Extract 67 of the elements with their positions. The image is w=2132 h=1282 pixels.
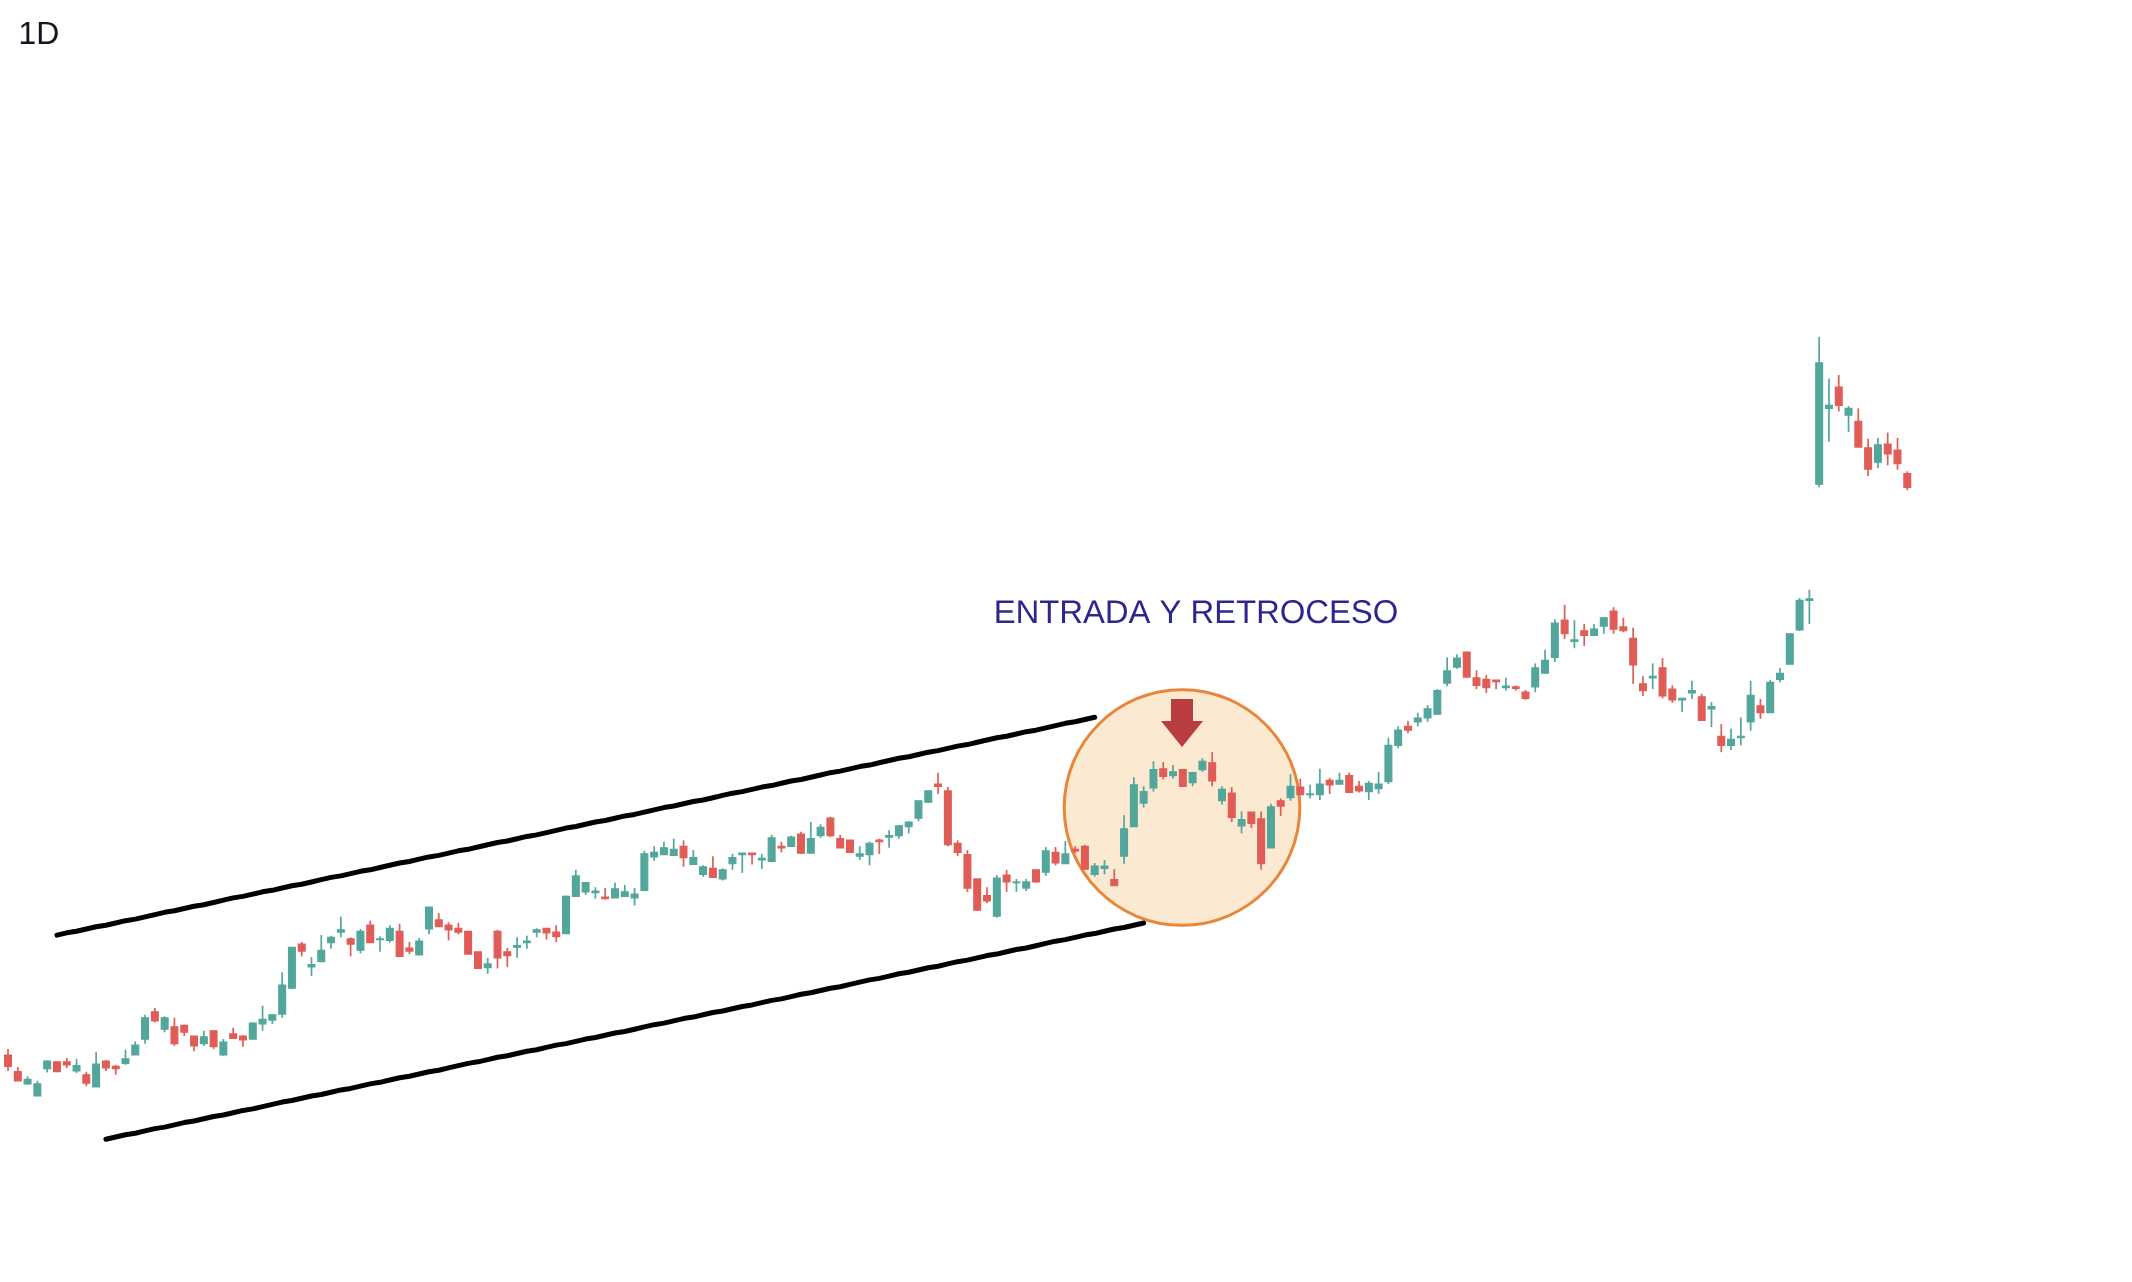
candlestick (806, 821, 815, 854)
candlestick (366, 919, 375, 944)
candlestick (1756, 698, 1765, 720)
candlestick (738, 852, 747, 874)
candlestick (1707, 701, 1716, 728)
candlestick (708, 855, 717, 879)
candlestick (934, 771, 943, 795)
candlestick (1844, 405, 1853, 433)
candlestick (376, 935, 385, 953)
candlestick (1531, 662, 1540, 694)
candlestick (336, 916, 345, 939)
candlestick (1873, 437, 1882, 470)
candlestick (1501, 676, 1510, 692)
candlestick (346, 936, 355, 958)
candlestick (1727, 727, 1736, 751)
candlestick (1560, 604, 1569, 640)
candlestick (1364, 780, 1373, 801)
candlestick (571, 868, 580, 898)
candlestick (1717, 723, 1726, 754)
candlestick (1492, 679, 1501, 691)
candlestick (797, 831, 805, 855)
candlestick (209, 1029, 218, 1050)
candlestick (1443, 656, 1452, 687)
chart-title: 1D (20, 21, 58, 44)
candlestick (1345, 771, 1354, 794)
candlestick (1394, 725, 1403, 750)
candlestick (141, 1013, 150, 1045)
candlestick (464, 930, 473, 955)
candlestick (307, 956, 316, 977)
candlestick (1237, 810, 1246, 835)
candlestick (1315, 768, 1324, 801)
candlestick (1139, 785, 1148, 809)
candlestick (826, 815, 835, 839)
candlestick (317, 934, 326, 963)
candlestick (513, 936, 522, 959)
candlestick (1286, 773, 1295, 802)
candlestick (1080, 843, 1089, 871)
candlestick (1306, 783, 1315, 800)
candlestick (1041, 846, 1050, 877)
candlestick (1002, 868, 1011, 893)
candlestick (1824, 377, 1833, 443)
candlestick (748, 852, 757, 866)
candlestick (679, 839, 688, 868)
candlestick (356, 928, 365, 955)
candlestick (757, 853, 766, 870)
candlestick (1687, 679, 1696, 700)
candlestick (1864, 437, 1873, 477)
candlestick (92, 1051, 101, 1088)
candlestick (1061, 840, 1070, 865)
candlestick (1541, 648, 1550, 675)
annotation: ENTRADA Y RETROCESO (996, 600, 1397, 624)
candlestick (1638, 675, 1647, 697)
candlestick (1374, 771, 1383, 795)
candlestick (1697, 692, 1706, 722)
candlestick (1149, 760, 1158, 793)
candlestick (1903, 470, 1912, 492)
candlestick (1580, 623, 1589, 647)
candlestick (1208, 751, 1217, 788)
candlestick (170, 1016, 179, 1047)
candlestick (885, 829, 894, 849)
candlestick (424, 906, 433, 936)
candlestick (1570, 619, 1579, 650)
candlestick (1834, 374, 1843, 413)
candlestick (4, 1048, 13, 1072)
candlestick (1217, 785, 1226, 806)
candlestick (767, 834, 776, 863)
candlestick (1051, 846, 1060, 867)
